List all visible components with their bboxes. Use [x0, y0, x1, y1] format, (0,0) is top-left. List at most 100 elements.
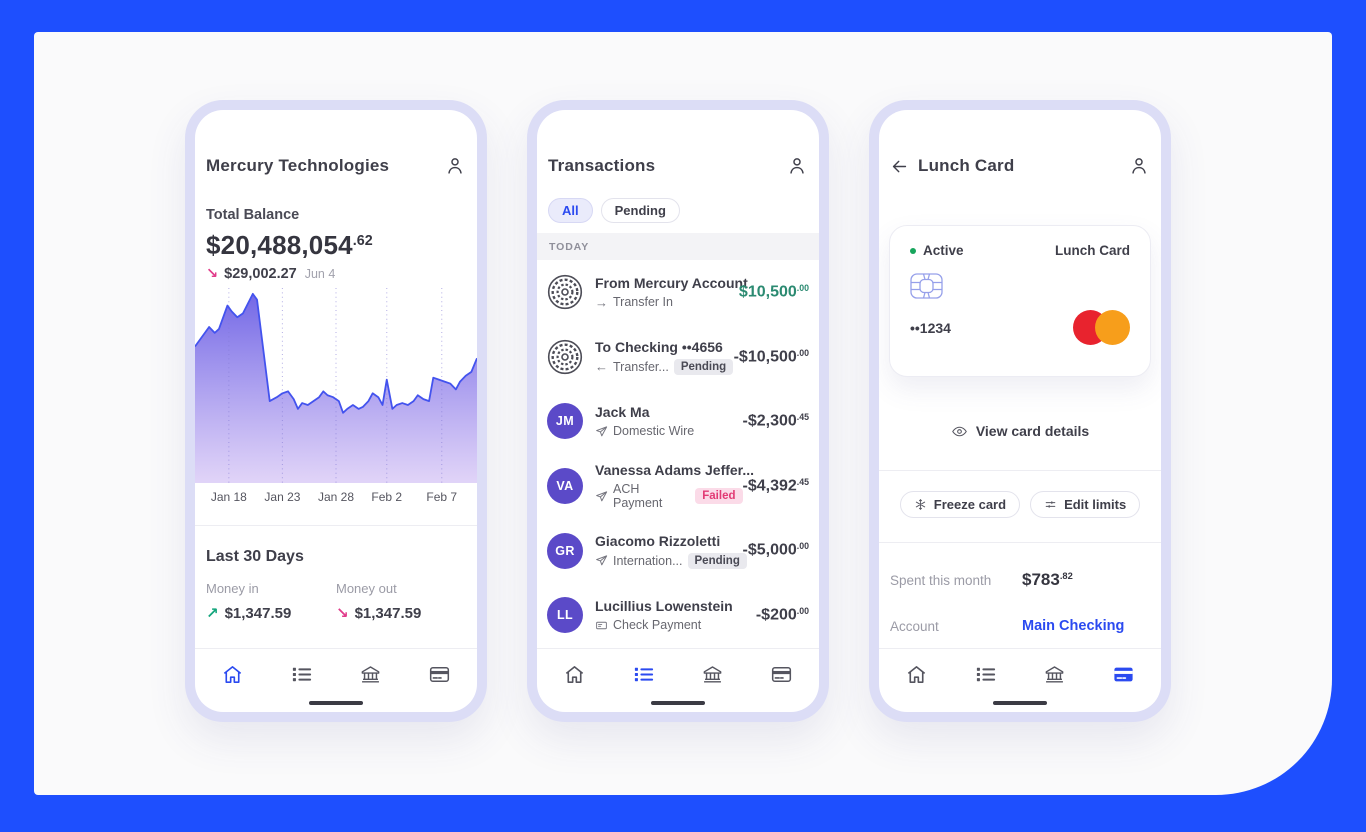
card-actions: Freeze card Edit limits	[879, 491, 1161, 518]
account-button[interactable]	[786, 155, 808, 177]
transaction-type: Transfer...	[613, 359, 669, 374]
home-icon	[565, 666, 584, 683]
sliders-icon	[1045, 501, 1056, 508]
nav-accounts[interactable]	[359, 663, 382, 686]
x-label: Jan 23	[264, 490, 301, 504]
phone-transactions: Transactions All Pending TODAY From Merc…	[527, 100, 829, 722]
card-header: Lunch Card	[890, 154, 1150, 178]
amount-dollars: $10,500	[738, 283, 797, 301]
balance-chart[interactable]	[195, 288, 477, 483]
transaction-row[interactable]: GR Giacomo Rizzoletti Internation... Pend…	[537, 518, 819, 583]
balance-cents: .62	[352, 233, 373, 250]
avatar: JM	[547, 403, 583, 440]
nav-home[interactable]	[221, 663, 244, 686]
transaction-row[interactable]: LL Lucillius Lowenstein Check Payment -$…	[537, 583, 819, 648]
spent-dollars: $783	[1022, 570, 1060, 589]
nav-transactions[interactable]	[632, 663, 655, 686]
home-indicator[interactable]	[993, 701, 1047, 705]
card-status: Active	[910, 243, 964, 258]
card-chip-icon	[910, 273, 943, 299]
spent-row: Spent this month $783.82	[890, 568, 1150, 592]
account-button[interactable]	[1128, 155, 1150, 177]
amount-dollars: -$10,500	[733, 348, 797, 366]
x-label: Feb 2	[371, 490, 403, 504]
chart-x-labels: Jan 18 Jan 23 Jan 28 Feb 2 Feb 7	[195, 490, 477, 506]
transaction-row[interactable]: From Mercury Account → Transfer In $10,50…	[537, 260, 819, 325]
person-icon	[1132, 158, 1146, 174]
home-indicator[interactable]	[651, 701, 705, 705]
person-icon	[448, 158, 462, 174]
freeze-card-label: Freeze card	[933, 497, 1007, 512]
transactions-header: Transactions	[548, 154, 808, 178]
nav-home[interactable]	[563, 663, 586, 686]
account-link[interactable]: Main Checking	[1022, 618, 1125, 634]
transaction-type: Transfer In	[613, 295, 673, 310]
section-title: Last 30 Days	[206, 548, 304, 565]
snowflake-icon	[915, 499, 925, 510]
transaction-list: From Mercury Account → Transfer In $10,50…	[537, 260, 819, 648]
status-label: Active	[923, 243, 964, 258]
avatar: VA	[547, 468, 583, 505]
home-icon	[907, 666, 926, 683]
transaction-name: Lucillius Lowenstein	[595, 598, 733, 615]
arrow-left-icon: ←	[595, 359, 608, 375]
amount-dollars: -$2,300	[742, 412, 797, 430]
transaction-row[interactable]: JM Jack Ma Domestic Wire -$2,300.45	[537, 389, 819, 454]
edit-limits-button[interactable]: Edit limits	[1030, 491, 1141, 518]
home-indicator[interactable]	[309, 701, 363, 705]
nav-cards[interactable]	[428, 663, 451, 686]
bottom-nav	[537, 648, 819, 712]
view-card-details-button[interactable]: View card details	[879, 422, 1161, 440]
back-button[interactable]	[890, 157, 909, 176]
amount-cents: .45	[796, 476, 809, 487]
nav-transactions[interactable]	[290, 663, 313, 686]
x-label: Jan 18	[210, 490, 247, 504]
filter-pending[interactable]: Pending	[600, 198, 680, 223]
divider	[879, 542, 1161, 543]
back-arrow-icon	[892, 160, 907, 172]
eye-icon	[951, 426, 967, 436]
spent-value: $783.82	[1022, 570, 1073, 590]
nav-transactions[interactable]	[974, 663, 997, 686]
phone-card: Lunch Card Active Lunch Card ••1234 View…	[869, 100, 1171, 722]
transaction-amount: $10,500.00	[739, 283, 809, 301]
delta-date: Jun 4	[304, 267, 336, 281]
card-name: Lunch Card	[1054, 243, 1130, 258]
status-badge: Pending	[687, 552, 747, 569]
phone-balance: Mercury Technologies Total Balance $20,4…	[185, 100, 487, 722]
card-icon	[771, 667, 792, 682]
money-in-label: Money in	[206, 581, 259, 596]
card-icon	[429, 667, 450, 682]
nav-home[interactable]	[905, 663, 928, 686]
filter-all[interactable]: All	[548, 198, 593, 223]
transaction-row[interactable]: VA Vanessa Adams Jeffer... ACH Payment Fa…	[537, 454, 819, 519]
virtual-card[interactable]: Active Lunch Card ••1234	[889, 225, 1151, 377]
nav-cards[interactable]	[1112, 663, 1135, 686]
amount-cents: .00	[796, 283, 809, 294]
list-icon	[976, 667, 996, 682]
money-in-value: $1,347.59	[224, 604, 292, 622]
nav-cards[interactable]	[770, 663, 793, 686]
spent-label: Spent this month	[890, 572, 992, 588]
transaction-amount: -$10,500.00	[734, 348, 809, 366]
account-row: Account Main Checking	[890, 614, 1150, 638]
page-title: Lunch Card	[918, 156, 1015, 175]
bank-icon	[361, 666, 380, 683]
nav-accounts[interactable]	[701, 663, 724, 686]
balance-delta: ↘ $29,002.27 Jun 4	[206, 266, 335, 282]
send-icon	[596, 555, 608, 566]
nav-accounts[interactable]	[1043, 663, 1066, 686]
home-icon	[223, 666, 242, 683]
account-button[interactable]	[444, 155, 466, 177]
bank-icon	[1045, 666, 1064, 683]
amount-dollars: -$4,392	[742, 477, 797, 495]
list-icon	[634, 667, 654, 682]
freeze-card-button[interactable]: Freeze card	[899, 491, 1021, 518]
balance-header: Mercury Technologies	[206, 154, 466, 178]
active-dot-icon	[910, 247, 916, 254]
person-icon	[790, 158, 804, 174]
transaction-row[interactable]: To Checking ••4656 ← Transfer... Pending -…	[537, 325, 819, 390]
transaction-amount: -$200.00	[756, 606, 809, 624]
filter-pills: All Pending	[548, 198, 680, 223]
